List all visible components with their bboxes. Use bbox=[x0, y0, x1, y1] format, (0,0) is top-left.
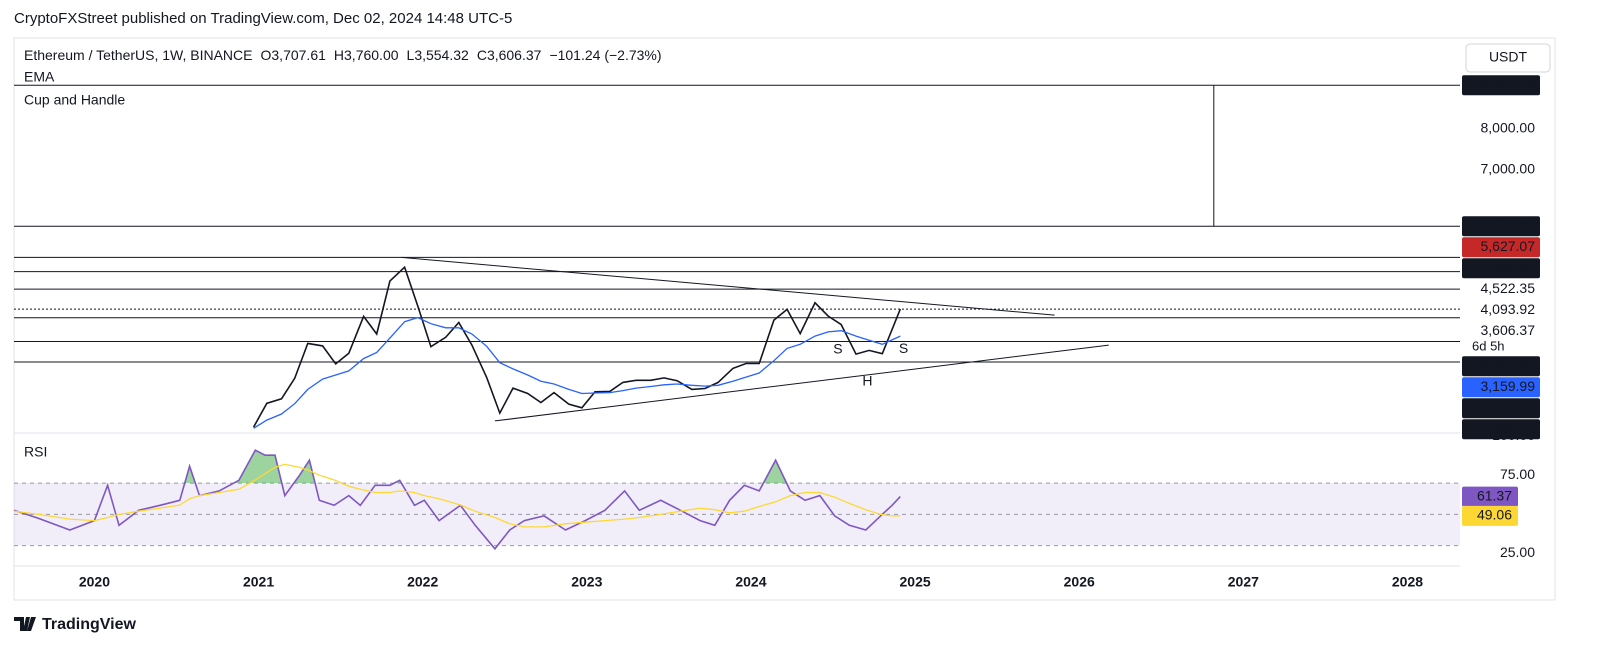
rsi-title: RSI bbox=[24, 444, 47, 460]
price-label: 4,093.92 bbox=[1481, 301, 1536, 317]
x-tick-label: 2024 bbox=[735, 574, 766, 590]
ohlc-key: C bbox=[477, 47, 487, 63]
y-tick-label: 8,000.00 bbox=[1481, 120, 1536, 136]
trendline bbox=[401, 256, 1055, 316]
pattern-label: H bbox=[862, 373, 872, 389]
price-label: 5,627.07 bbox=[1481, 217, 1536, 233]
overbought-fill bbox=[184, 450, 787, 484]
price-change: −101.24 (−2.73%) bbox=[549, 47, 661, 63]
indicator-line bbox=[253, 316, 901, 429]
footer-brand: TradingView bbox=[42, 616, 137, 633]
ema-legend: EMA bbox=[24, 69, 55, 85]
price-label: 3,397.63 bbox=[1481, 357, 1536, 373]
price-label-box bbox=[1462, 419, 1540, 440]
tradingview-logo: TradingView bbox=[14, 616, 137, 633]
x-tick-label: 2020 bbox=[79, 574, 110, 590]
ohlc-key: L bbox=[407, 47, 415, 63]
ohlc-key: H bbox=[334, 47, 344, 63]
x-tick-label: 2023 bbox=[571, 574, 602, 590]
rsi-value-label: 49.06 bbox=[1477, 507, 1512, 523]
price-label-box bbox=[1462, 300, 1540, 321]
price-label-box bbox=[1462, 258, 1540, 279]
x-tick-label: 2022 bbox=[407, 574, 438, 590]
x-tick-label: 2028 bbox=[1392, 574, 1423, 590]
bar-countdown: 6d 5h bbox=[1472, 339, 1505, 354]
price-label: 3,606.37 bbox=[1481, 322, 1536, 338]
price-label-box bbox=[1462, 321, 1540, 356]
currency-button[interactable] bbox=[1465, 43, 1551, 73]
x-tick-label: 2027 bbox=[1228, 574, 1259, 590]
price-label: 2,316.41 bbox=[1481, 420, 1536, 436]
price-label-box bbox=[1462, 237, 1540, 258]
rsi-tick-label: 25.00 bbox=[1500, 544, 1535, 560]
price-label-box bbox=[1462, 216, 1540, 237]
x-tick-label: 2021 bbox=[243, 574, 274, 590]
price-label-box bbox=[1462, 377, 1540, 398]
rsi-tick-label: 75.00 bbox=[1500, 466, 1535, 482]
currency-label: USDT bbox=[1489, 49, 1528, 65]
rsi-value-label: 61.37 bbox=[1477, 487, 1512, 503]
y-tick-label: 7,000.00 bbox=[1481, 161, 1536, 177]
ohlc-key: O bbox=[261, 47, 272, 63]
pattern-label: S bbox=[833, 341, 842, 357]
legend: Ethereum / TetherUS, 1W, BINANCE O3,707.6… bbox=[24, 47, 662, 63]
price-label-box bbox=[1462, 398, 1540, 419]
symbol-title: Ethereum / TetherUS, 1W, BINANCE bbox=[24, 47, 253, 63]
x-tick-label: 2026 bbox=[1064, 574, 1095, 590]
rsi-value-box bbox=[1462, 486, 1518, 507]
trendline bbox=[494, 344, 1109, 422]
indicator-legend: Cup and Handle bbox=[24, 92, 125, 108]
chart-frame bbox=[13, 37, 1556, 601]
price-label-box bbox=[1462, 75, 1540, 96]
ohlc-value: 3,554.32 bbox=[414, 47, 469, 63]
rsi-value-box bbox=[1462, 505, 1518, 526]
price-label-box bbox=[1462, 279, 1540, 300]
price-label: 4,868.00 bbox=[1481, 259, 1536, 275]
ohlc-value: 3,760.00 bbox=[344, 47, 399, 63]
x-tick-label: 2025 bbox=[900, 574, 931, 590]
price-label: 2,817.00 bbox=[1481, 399, 1536, 415]
main-line bbox=[252, 265, 902, 428]
price-label: 9,067.28 bbox=[1481, 76, 1536, 92]
pattern-label: S bbox=[899, 340, 908, 356]
rsi-tick-label: 100.00 bbox=[1492, 427, 1535, 443]
main-line bbox=[13, 449, 901, 551]
price-label: 5,627.07 bbox=[1481, 238, 1536, 254]
ohlc-value: 3,707.61 bbox=[271, 47, 326, 63]
publisher-header: CryptoFXStreet published on TradingView.… bbox=[14, 10, 512, 27]
price-label: 4,522.35 bbox=[1481, 280, 1536, 296]
indicator-line bbox=[13, 463, 901, 528]
price-label-box bbox=[1462, 356, 1540, 377]
price-label: 3,159.99 bbox=[1481, 378, 1536, 394]
ohlc-value: 3,606.37 bbox=[487, 47, 542, 63]
